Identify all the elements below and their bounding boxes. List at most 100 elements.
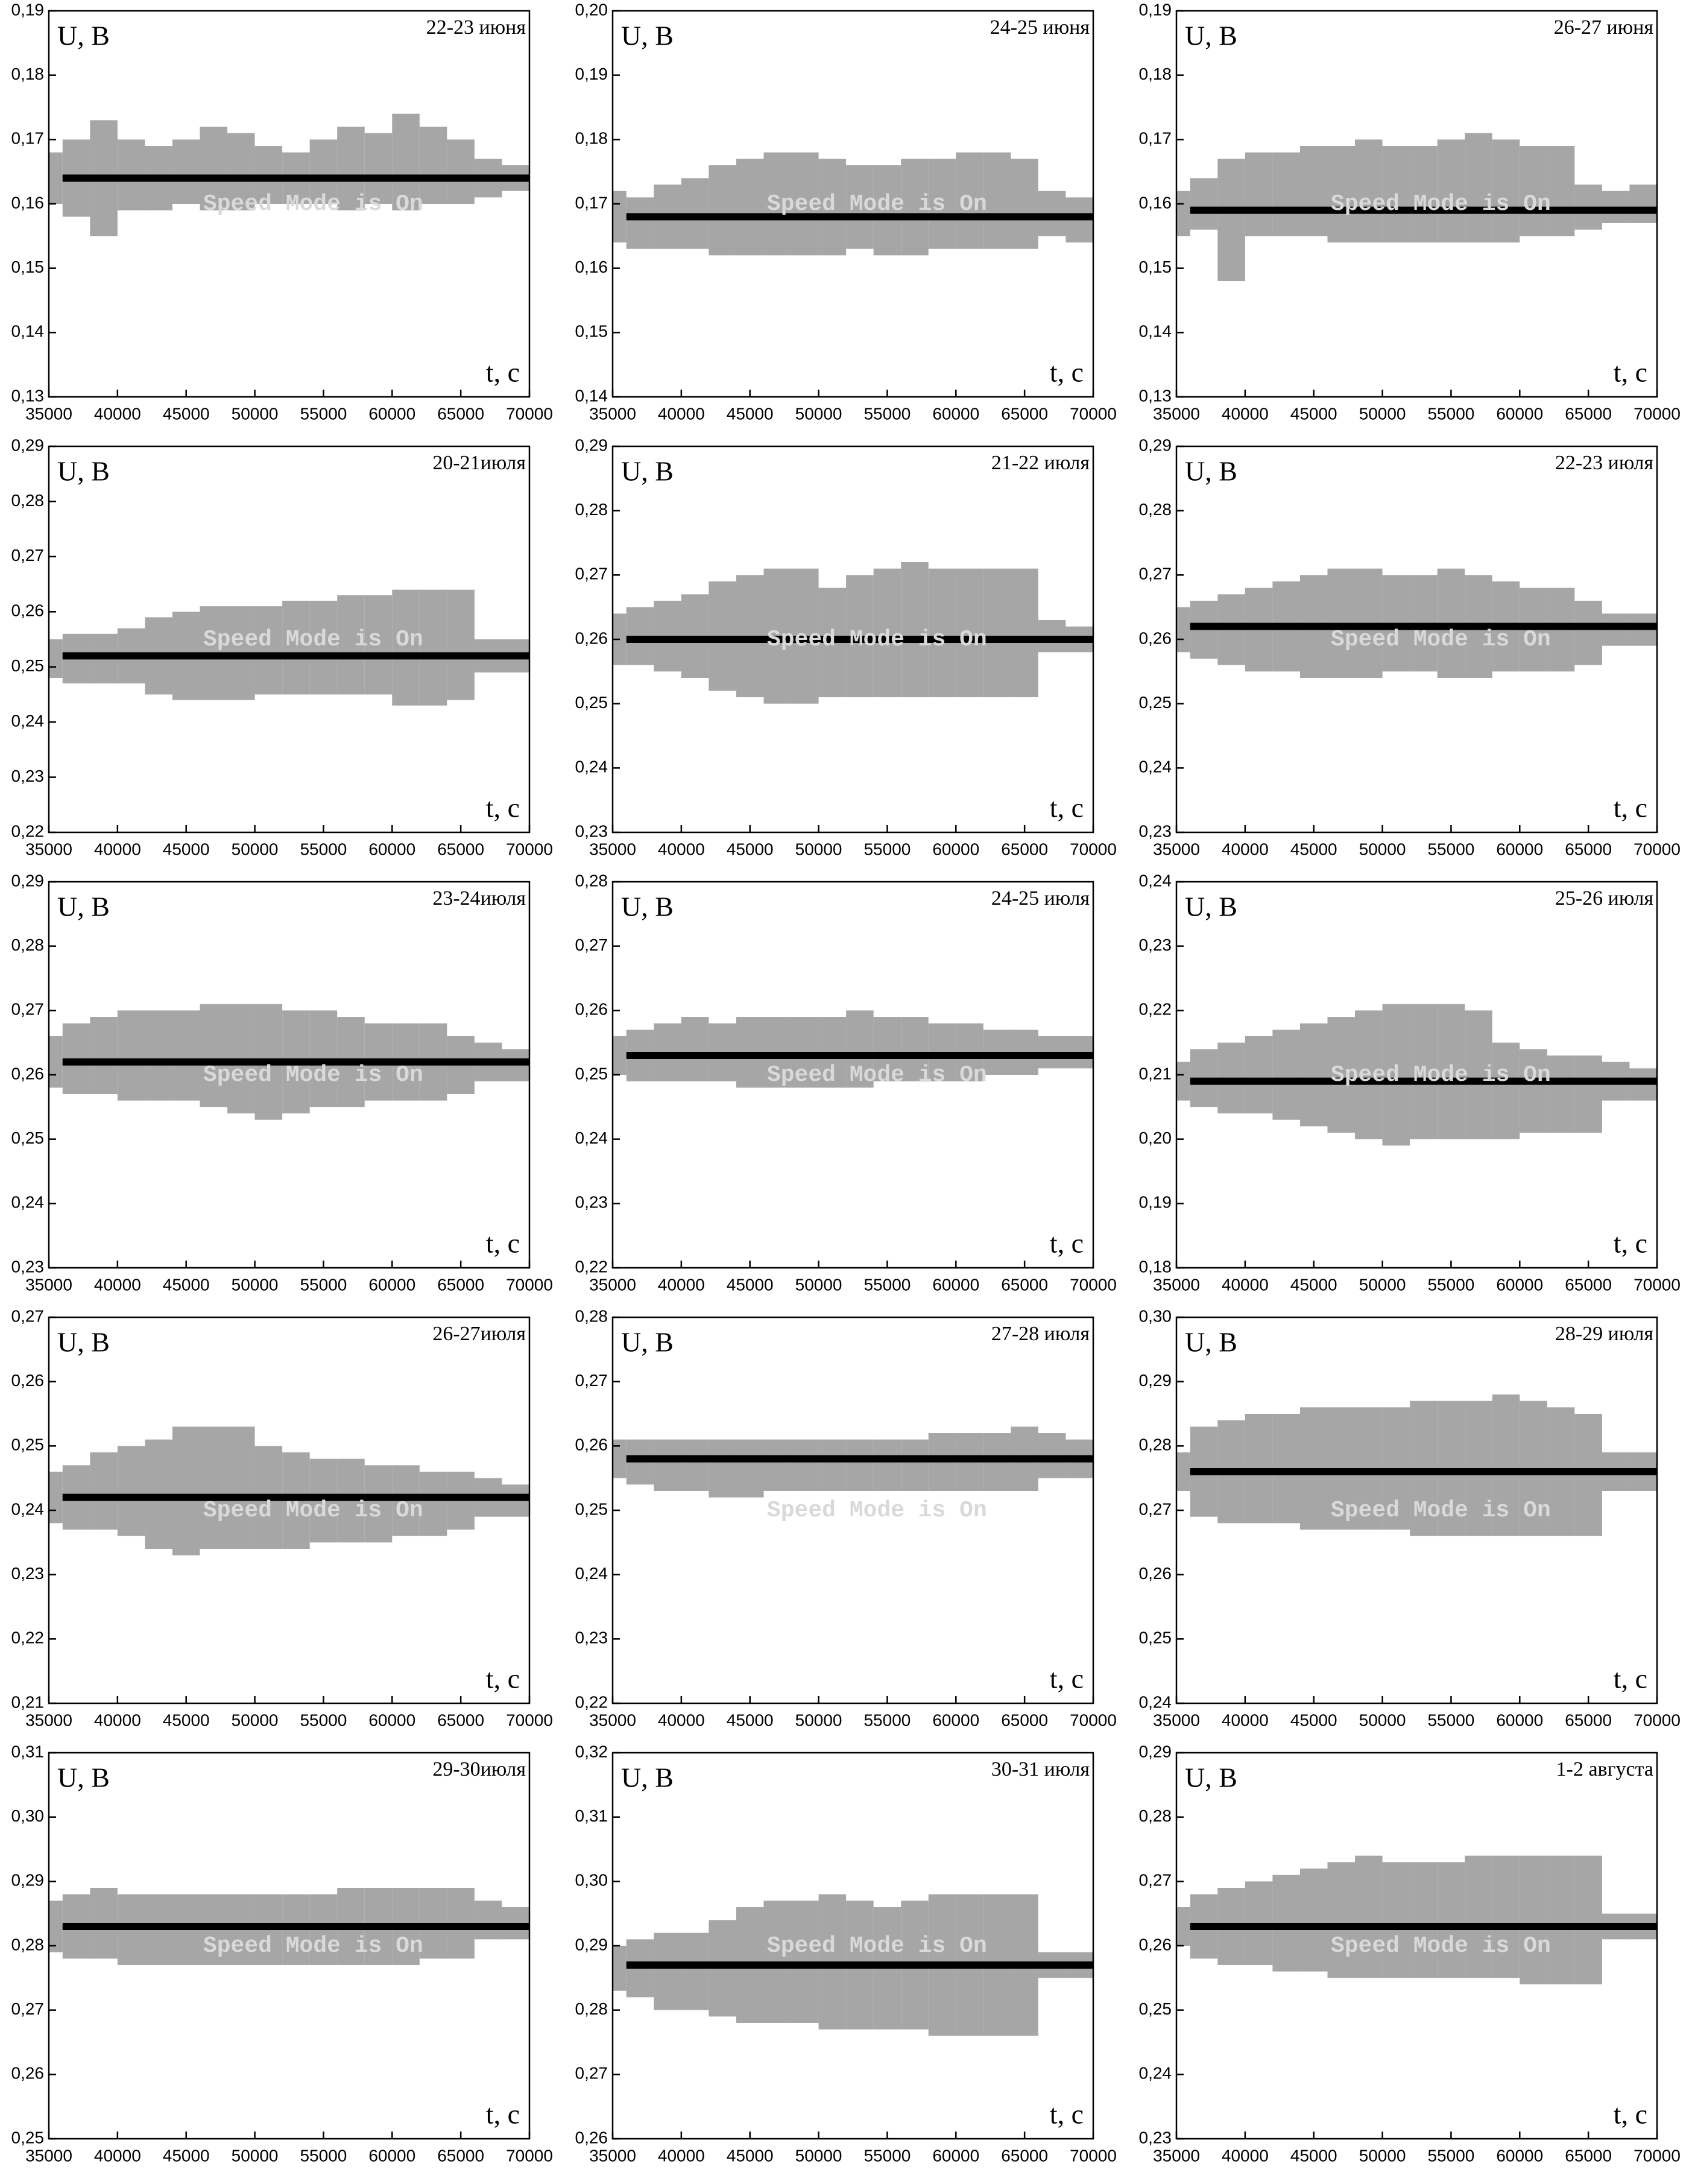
y-tick-label: 0,26 [575, 1435, 608, 1454]
y-tick-label: 0,14 [575, 386, 608, 405]
y-tick-label: 0,24 [1139, 871, 1172, 890]
fluctuation-band [873, 1439, 901, 1491]
x-tick-label: 55000 [300, 1711, 347, 1729]
fluctuation-band [846, 1439, 874, 1491]
fluctuation-band [1245, 152, 1273, 236]
x-tick-label: 45000 [163, 840, 210, 858]
fluctuation-band [1355, 139, 1383, 242]
x-tick-label: 70000 [1634, 840, 1681, 858]
fluctuation-band [447, 589, 475, 700]
y-tick-label: 0,27 [575, 1371, 608, 1390]
x-tick-label: 55000 [300, 404, 347, 423]
x-tick-label: 35000 [1153, 1711, 1200, 1729]
fluctuation-band [1382, 146, 1410, 242]
x-tick-label: 65000 [1001, 1275, 1048, 1294]
x-tick-label: 45000 [1290, 2146, 1337, 2165]
y-tick-label: 0,26 [11, 2064, 45, 2083]
x-tick-label: 65000 [1001, 1711, 1048, 1729]
chart-title: 27-28 июля [991, 1323, 1090, 1345]
fluctuation-band [172, 1010, 200, 1101]
y-tick-label: 0,27 [11, 1306, 45, 1325]
y-tick-label: 0,31 [575, 1806, 608, 1825]
x-axis-label: t, с [1614, 357, 1647, 388]
fluctuation-band [172, 1426, 200, 1556]
fluctuation-band [956, 152, 983, 249]
x-tick-label: 40000 [658, 1275, 705, 1294]
y-tick-label: 0,16 [11, 193, 45, 212]
fluctuation-band [1299, 1869, 1328, 1972]
x-tick-label: 70000 [506, 2146, 553, 2165]
fluctuation-band [846, 1010, 874, 1088]
watermark: Speed Mode is On [767, 627, 987, 653]
y-tick-label: 0,24 [11, 1193, 45, 1212]
y-tick-label: 0,19 [11, 0, 45, 19]
y-tick-label: 0,24 [575, 1564, 608, 1583]
fluctuation-band [613, 1946, 627, 1991]
fluctuation-band [117, 1010, 145, 1101]
y-tick-label: 0,15 [11, 258, 45, 276]
x-tick-label: 65000 [1565, 2146, 1612, 2165]
y-tick-label: 0,13 [11, 386, 45, 405]
x-tick-label: 65000 [437, 1275, 484, 1294]
chart-title: 25-26 июля [1555, 887, 1654, 910]
y-tick-label: 0,32 [575, 1742, 608, 1761]
watermark: Speed Mode is On [767, 1062, 987, 1088]
y-tick-label: 0,23 [1139, 821, 1172, 840]
y-tick-label: 0,22 [1139, 1000, 1172, 1019]
fluctuation-band [1465, 1010, 1492, 1139]
fluctuation-band [392, 113, 420, 210]
fluctuation-band [90, 1452, 118, 1530]
y-tick-label: 0,25 [1139, 1999, 1172, 2018]
x-tick-label: 45000 [1290, 1711, 1337, 1729]
x-tick-label: 45000 [163, 2146, 210, 2165]
chart-title: 24-25 июля [991, 887, 1090, 910]
y-tick-label: 0,29 [1139, 1742, 1172, 1761]
fluctuation-band [337, 127, 365, 210]
x-tick-label: 65000 [1565, 1275, 1612, 1294]
chart-title: 24-25 июня [990, 16, 1090, 39]
fluctuation-band [1272, 1030, 1300, 1120]
fluctuation-band [1011, 568, 1038, 697]
chart-title: 28-29 июля [1555, 1323, 1654, 1345]
x-tick-label: 35000 [25, 2146, 72, 2165]
chart-title: 23-24июля [432, 887, 526, 910]
fluctuation-band [200, 127, 228, 210]
fluctuation-band [901, 159, 929, 256]
y-tick-label: 0,18 [1139, 65, 1172, 83]
fluctuation-band [200, 1426, 228, 1549]
y-tick-label: 0,13 [1139, 386, 1172, 405]
y-axis-label: U, В [1185, 1327, 1237, 1358]
x-axis-label: t, с [1614, 2099, 1647, 2130]
x-tick-label: 35000 [1153, 404, 1200, 423]
y-tick-label: 0,26 [1139, 628, 1172, 647]
y-tick-label: 0,27 [575, 565, 608, 583]
x-tick-label: 55000 [863, 1275, 911, 1294]
fluctuation-band [901, 562, 929, 697]
y-tick-label: 0,24 [575, 1128, 608, 1147]
fluctuation-band [956, 568, 983, 697]
fluctuation-band [654, 1932, 681, 2010]
y-tick-label: 0,28 [1139, 1806, 1172, 1825]
fluctuation-band [1547, 146, 1575, 236]
x-tick-label: 65000 [437, 2146, 484, 2165]
x-tick-label: 35000 [25, 404, 72, 423]
x-tick-label: 40000 [1222, 1275, 1269, 1294]
fluctuation-band [254, 606, 283, 695]
x-tick-label: 40000 [1222, 840, 1269, 858]
x-tick-label: 45000 [1290, 404, 1337, 423]
fluctuation-band [1437, 1004, 1465, 1139]
fluctuation-band [337, 595, 365, 695]
fluctuation-band [1492, 1042, 1520, 1139]
y-tick-label: 0,23 [575, 1193, 608, 1212]
x-axis-label: t, с [486, 2099, 520, 2130]
fluctuation-band [117, 1446, 145, 1536]
y-tick-label: 0,29 [11, 871, 45, 890]
y-axis-label: U, В [621, 891, 674, 922]
x-tick-label: 60000 [368, 404, 415, 423]
x-tick-label: 45000 [727, 1711, 774, 1729]
y-tick-label: 0,22 [575, 1692, 608, 1711]
x-tick-label: 70000 [1634, 1711, 1681, 1729]
x-tick-label: 35000 [25, 1275, 72, 1294]
fluctuation-band [928, 159, 956, 249]
y-tick-label: 0,15 [575, 322, 608, 341]
